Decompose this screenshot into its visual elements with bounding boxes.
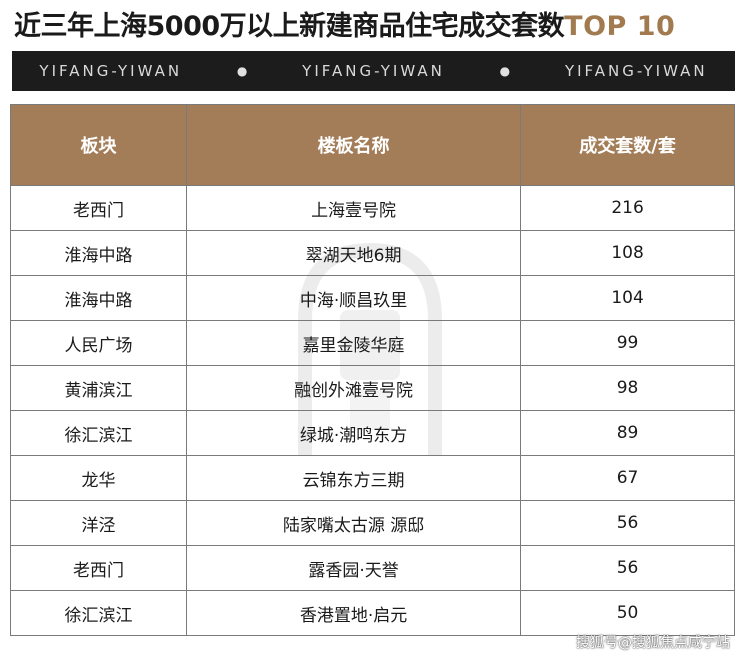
cell-block: 老西门 (9, 185, 188, 231)
cell-project: 翠湖天地6期 (186, 230, 522, 276)
cell-block: 人民广场 (9, 320, 188, 366)
table-row: 龙华 云锦东方三期 67 (9, 455, 735, 501)
table-row: 老西门 上海壹号院 216 (9, 185, 735, 231)
header-units-sold: 成交套数/套 (520, 104, 735, 186)
cell-units: 99 (520, 320, 735, 366)
cell-block: 徐汇滨江 (9, 410, 188, 456)
title-main: 近三年上海5000万以上新建商品住宅成交套数 (14, 11, 565, 42)
cell-project: 云锦东方三期 (186, 455, 522, 501)
cell-project: 中海·顺昌玖里 (186, 275, 522, 321)
table-row: 徐汇滨江 绿城·潮鸣东方 89 (9, 410, 735, 456)
table-row: 黄浦滨江 融创外滩壹号院 98 (9, 365, 735, 411)
page-title: 近三年上海5000万以上新建商品住宅成交套数TOP 10 (14, 8, 734, 46)
banner-dot-2: ● (499, 64, 511, 78)
cell-block: 龙华 (9, 455, 188, 501)
cell-units: 89 (520, 410, 735, 456)
cell-block: 徐汇滨江 (9, 590, 188, 636)
table-header-row: 板块 楼板名称 成交套数/套 (9, 104, 735, 186)
cell-block: 黄浦滨江 (9, 365, 188, 411)
transactions-table: 板块 楼板名称 成交套数/套 老西门 上海壹号院 216 淮海中路 翠湖天地6期… (9, 104, 735, 636)
cell-project: 嘉里金陵华庭 (186, 320, 522, 366)
cell-project: 露香园·天誉 (186, 545, 522, 591)
banner-text-3: YIFANG-YIWAN (564, 62, 708, 80)
cell-project: 香港置地·启元 (186, 590, 522, 636)
cell-units: 56 (520, 500, 735, 546)
cell-units: 108 (520, 230, 735, 276)
title-highlight: TOP 10 (564, 11, 676, 42)
header-project-name: 楼板名称 (186, 104, 522, 186)
source-watermark: 搜狐号@搜狐焦点咸宁站 (576, 635, 730, 651)
cell-block: 老西门 (9, 545, 188, 591)
table-row: 洋泾 陆家嘴太古源 源邸 56 (9, 500, 735, 546)
table-row: 淮海中路 中海·顺昌玖里 104 (9, 275, 735, 321)
banner-text-2: YIFANG-YIWAN (302, 62, 445, 80)
banner-dot-1: ● (236, 64, 248, 78)
cell-units: 104 (520, 275, 735, 321)
cell-block: 洋泾 (9, 500, 188, 546)
banner-text-1: YIFANG-YIWAN (39, 62, 183, 80)
table-row: 老西门 露香园·天誉 56 (9, 545, 735, 591)
brand-banner: YIFANG-YIWAN ● YIFANG-YIWAN ● YIFANG-YIW… (12, 51, 735, 91)
cell-units: 50 (520, 590, 735, 636)
cell-project: 绿城·潮鸣东方 (186, 410, 522, 456)
table-row: 人民广场 嘉里金陵华庭 99 (9, 320, 735, 366)
cell-block: 淮海中路 (9, 230, 188, 276)
cell-units: 216 (520, 185, 735, 231)
table-row: 徐汇滨江 香港置地·启元 50 (9, 590, 735, 636)
cell-units: 56 (520, 545, 735, 591)
cell-project: 上海壹号院 (186, 185, 522, 231)
cell-block: 淮海中路 (9, 275, 188, 321)
cell-units: 98 (520, 365, 735, 411)
cell-project: 融创外滩壹号院 (186, 365, 522, 411)
cell-project: 陆家嘴太古源 源邸 (186, 500, 522, 546)
header-block: 板块 (9, 104, 188, 186)
cell-units: 67 (520, 455, 735, 501)
table-row: 淮海中路 翠湖天地6期 108 (9, 230, 735, 276)
